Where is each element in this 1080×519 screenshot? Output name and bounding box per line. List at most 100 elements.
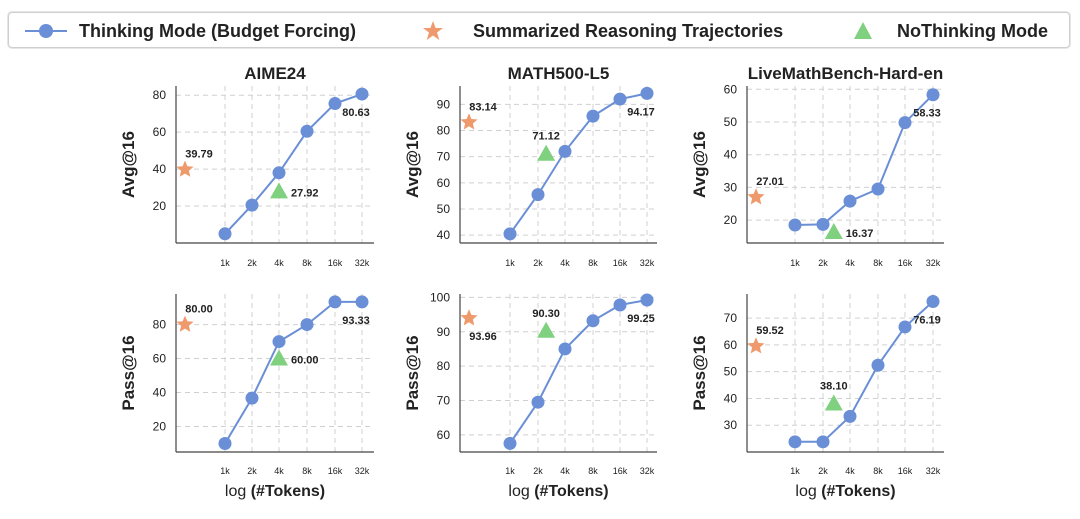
- math500-avg-nothinking-triangle: [537, 144, 556, 161]
- x-tick-label: 4k: [274, 258, 284, 268]
- aime24-pass-thinking-point: [328, 295, 342, 309]
- x-tick-label: 2k: [818, 258, 828, 268]
- aime24-avg-thinking-point: [300, 124, 314, 138]
- livemath-pass-thinking-point: [926, 295, 940, 309]
- y-tick-label: 40: [153, 162, 167, 176]
- aime24-pass-thinking-point: [245, 391, 259, 405]
- livemath-pass-thinking-point: [816, 435, 830, 449]
- x-tick-label: 32k: [926, 466, 941, 476]
- aime24-avg-thinking-point: [328, 97, 342, 111]
- x-tick-label: 2k: [533, 258, 543, 268]
- math500-avg-thinking-point: [558, 144, 572, 158]
- livemath-avg-thinking-point: [843, 194, 857, 208]
- aime24-avg-thinking-point: [245, 198, 259, 212]
- math500-avg-thinking-point: [531, 188, 545, 202]
- aime24-pass-ylabel: Pass@16: [119, 335, 138, 410]
- y-tick-label: 70: [437, 150, 451, 164]
- legend-label-nothinking: NoThinking Mode: [897, 20, 1048, 41]
- x-tick-label: 32k: [640, 258, 655, 268]
- livemath-avg-thinking-point: [788, 218, 802, 232]
- aime24-pass-thinking-point: [300, 318, 314, 332]
- aime24-avg-ylabel: Avg@16: [119, 131, 138, 198]
- x-tick-label: 1k: [790, 466, 800, 476]
- livemath-pass-nothinking-triangle: [824, 394, 843, 411]
- y-tick-label: 60: [153, 352, 167, 366]
- math500-pass-summarized-label: 93.96: [469, 331, 497, 343]
- y-tick-label: 30: [724, 180, 738, 194]
- math500-pass-nothinking-triangle: [537, 321, 556, 338]
- x-tick-label: 4k: [560, 258, 570, 268]
- aime24-avg-thinking-point: [355, 87, 369, 101]
- x-tick-label: 2k: [818, 466, 828, 476]
- livemath-pass-summarized-star: [747, 337, 765, 354]
- livemath-pass-ylabel: Pass@16: [690, 335, 709, 410]
- x-tick-label: 4k: [274, 466, 284, 476]
- aime24-pass-last-label: 93.33: [342, 315, 370, 327]
- livemath-avg-summarized-label: 27.01: [756, 176, 784, 188]
- y-tick-label: 80: [437, 359, 451, 373]
- y-tick-label: 90: [437, 325, 451, 339]
- y-tick-label: 60: [153, 125, 167, 139]
- livemath-avg-title: LiveMathBench-Hard-en: [748, 64, 944, 83]
- x-tick-label: 16k: [328, 466, 343, 476]
- legend-label-summarized: Summarized Reasoning Trajectories: [473, 20, 784, 41]
- x-axis-label-bold: (#Tokens): [821, 483, 895, 500]
- aime24-pass-nothinking-triangle: [270, 349, 288, 366]
- y-tick-label: 50: [724, 115, 738, 129]
- livemath-avg-ylabel: Avg@16: [690, 131, 709, 198]
- math500-pass-summarized-star: [460, 309, 478, 326]
- x-tick-label: 1k: [505, 466, 515, 476]
- aime24-pass-summarized-label: 80.00: [185, 304, 213, 316]
- livemath-pass-thinking-point: [788, 435, 802, 449]
- aime24-pass-nothinking-label: 60.00: [291, 355, 319, 367]
- x-axis-label-bold: (#Tokens): [534, 483, 608, 500]
- legend-item-nothinking: NoThinking Mode: [851, 13, 1048, 49]
- x-tick-label: 16k: [613, 258, 628, 268]
- math500-pass-thinking-point: [613, 298, 627, 312]
- aime24-avg-thinking-point: [218, 227, 232, 241]
- x-tick-label: 32k: [355, 258, 370, 268]
- legend-item-summarized: Summarized Reasoning Trajectories: [421, 13, 783, 49]
- legend-item-thinking: Thinking Mode (Budget Forcing): [23, 13, 356, 49]
- legend-triangle-icon: [854, 22, 872, 39]
- y-tick-label: 20: [153, 199, 167, 213]
- y-tick-label: 50: [724, 365, 738, 379]
- y-tick-label: 40: [437, 228, 451, 242]
- y-tick-label: 70: [724, 311, 738, 325]
- aime24-pass-thinking-point: [355, 295, 369, 309]
- livemath-pass-thinking-point: [898, 320, 912, 334]
- legend-star-icon: [423, 21, 443, 40]
- y-tick-label: 80: [153, 318, 167, 332]
- y-tick-label: 40: [724, 148, 738, 162]
- math500-avg-thinking-point: [586, 109, 600, 123]
- math500-avg-thinking-point: [640, 86, 654, 100]
- math500-avg-thinking-point: [613, 92, 627, 106]
- x-tick-label: 32k: [355, 466, 370, 476]
- math500-avg-nothinking-label: 71.12: [532, 131, 560, 143]
- y-tick-label: 50: [437, 202, 451, 216]
- x-tick-label: 2k: [247, 466, 257, 476]
- x-tick-label: 8k: [588, 258, 598, 268]
- x-tick-label: 2k: [533, 466, 543, 476]
- livemath-avg-thinking-point: [926, 88, 940, 102]
- legend-label-thinking: Thinking Mode (Budget Forcing): [79, 20, 356, 41]
- x-axis-label-prefix: log: [225, 483, 251, 500]
- aime24-avg-summarized-star: [176, 160, 194, 177]
- x-tick-label: 8k: [302, 466, 312, 476]
- livemath-avg-thinking-point: [816, 217, 830, 231]
- x-tick-label: 32k: [640, 466, 655, 476]
- x-tick-label: 8k: [873, 258, 883, 268]
- y-tick-label: 20: [153, 420, 167, 434]
- math500-avg-title: MATH500-L5: [508, 64, 610, 83]
- livemath-avg-thinking-point: [871, 182, 885, 196]
- y-tick-label: 100: [430, 290, 450, 304]
- livemath-avg-nothinking-label: 16.37: [846, 228, 874, 240]
- x-tick-label: 4k: [560, 466, 570, 476]
- y-tick-label: 20: [724, 213, 738, 227]
- livemath-avg-last-label: 58.33: [913, 108, 941, 120]
- x-tick-label: 16k: [898, 258, 913, 268]
- math500-pass-thinking-point: [503, 436, 517, 450]
- x-tick-label: 4k: [845, 258, 855, 268]
- math500-avg-summarized-label: 83.14: [469, 101, 497, 113]
- y-tick-label: 60: [437, 428, 451, 442]
